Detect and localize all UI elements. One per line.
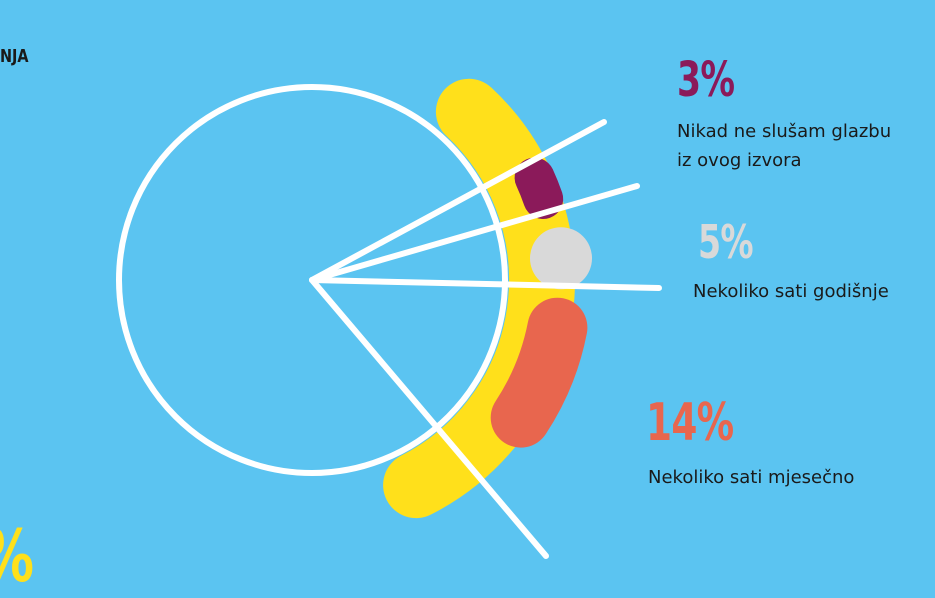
cut-off-percent: % — [0, 520, 34, 592]
slice-arc-yearly — [530, 227, 592, 290]
cut-off-title: NJA — [0, 46, 29, 67]
divider-lines — [309, 119, 662, 559]
slice-label-never-line1: Nikad ne slušam glazbu — [677, 121, 892, 142]
divider-line-2 — [309, 183, 640, 283]
divider-line-1 — [309, 119, 607, 283]
slice-percent-yearly: 5% — [698, 215, 754, 269]
slice-arc-monthly — [490, 297, 588, 448]
slice-label-yearly: Nekoliko sati godišnje — [693, 281, 889, 302]
slice-arc-never — [514, 157, 564, 219]
slice-label-never-line2: iz ovog izvora — [677, 150, 802, 171]
slice-label-monthly: Nekoliko sati mjesečno — [648, 467, 855, 488]
divider-line-4 — [309, 277, 549, 559]
inner-circle — [116, 84, 508, 476]
divider-line-3 — [309, 277, 662, 291]
slice-percent-never: 3% — [677, 52, 735, 108]
arc-layer — [116, 78, 592, 519]
slice-percent-monthly: 14% — [646, 393, 734, 453]
